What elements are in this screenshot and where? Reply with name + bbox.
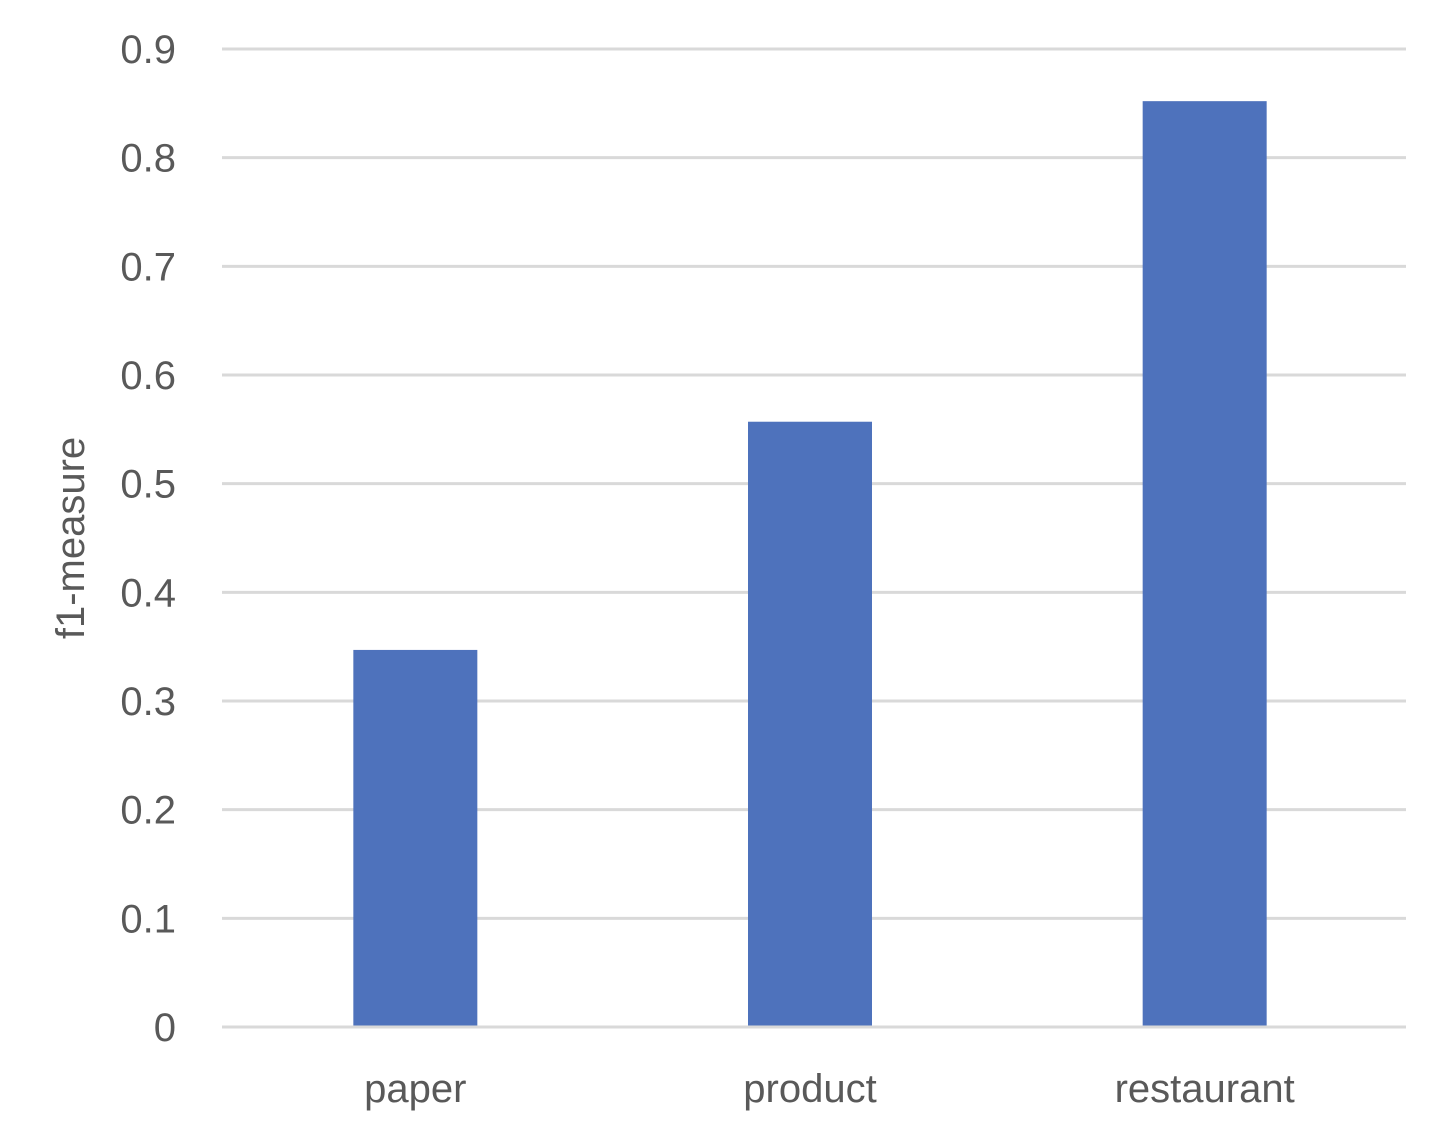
x-tick-label-product: product (743, 1067, 876, 1111)
y-tick-label: 0.8 (120, 137, 176, 181)
bars (353, 101, 1267, 1026)
y-tick-label: 0.5 (120, 463, 176, 507)
y-tick-labels: 0 0.1 0.2 0.3 0.4 0.5 0.6 0.7 0.8 0.9 (120, 28, 176, 1050)
y-tick-label: 0.2 (120, 789, 176, 833)
y-axis-label: f1-measure (49, 437, 93, 639)
x-tick-label-paper: paper (364, 1067, 466, 1111)
y-tick-label: 0.1 (120, 897, 176, 941)
bar-restaurant (1142, 101, 1267, 1026)
y-tick-label: 0.9 (120, 28, 176, 72)
x-tick-labels: paper product restaurant (364, 1067, 1295, 1111)
bar-paper (353, 649, 478, 1026)
bar-product (748, 421, 872, 1026)
y-tick-label: 0.6 (120, 354, 176, 398)
y-tick-label: 0.3 (120, 680, 176, 724)
y-tick-label: 0 (154, 1006, 176, 1050)
y-tick-label: 0.7 (120, 245, 176, 289)
y-tick-label: 0.4 (120, 571, 176, 615)
x-tick-label-restaurant: restaurant (1115, 1067, 1295, 1111)
